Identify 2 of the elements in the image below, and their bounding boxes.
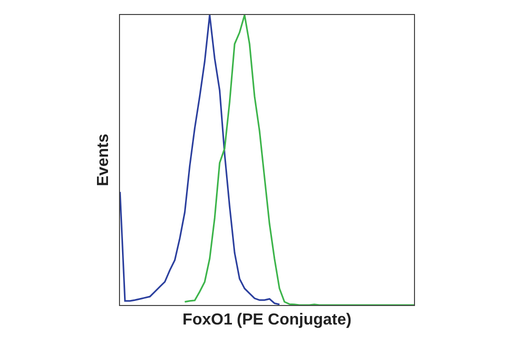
x-axis-title: FoxO1 (PE Conjugate) <box>182 312 352 329</box>
y-axis-title: Events <box>94 134 112 186</box>
